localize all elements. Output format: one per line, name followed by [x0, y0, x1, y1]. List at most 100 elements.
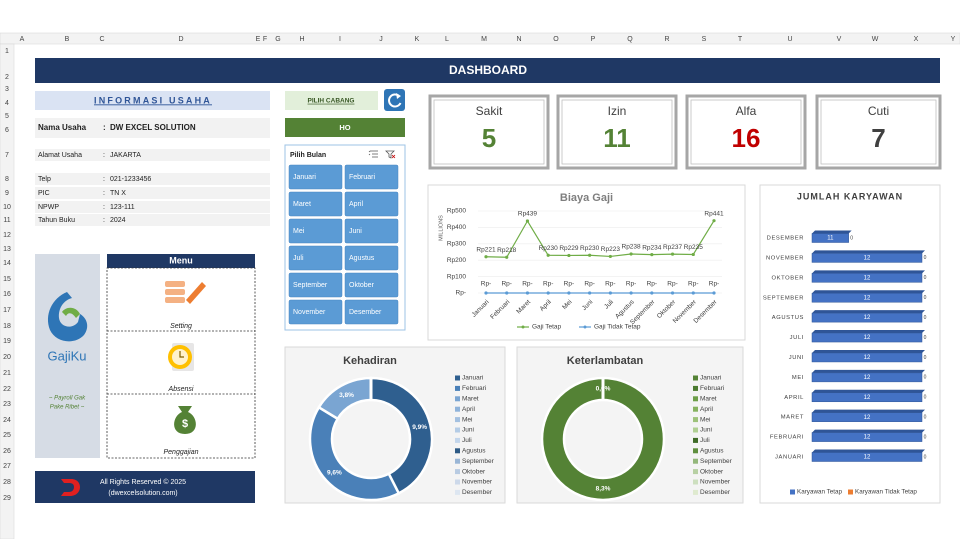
column-header: I — [339, 36, 341, 43]
refresh-bg[interactable] — [384, 89, 405, 111]
data-label: 12 — [864, 435, 871, 441]
slicer-button-label[interactable]: Desember — [349, 309, 382, 316]
slicer-button-label[interactable]: Juli — [293, 255, 304, 262]
y-tick-label: MARET — [781, 415, 804, 421]
legend-swatch — [455, 385, 460, 391]
legend-label: Gaji Tetap — [532, 324, 562, 331]
footer-text: (dwexcelsolution.com) — [108, 490, 177, 497]
slicer-button-label[interactable]: Februari — [349, 174, 376, 181]
slicer-button[interactable] — [344, 218, 399, 244]
slicer-button[interactable] — [288, 164, 343, 190]
menu-item[interactable]: Absensi — [168, 386, 194, 393]
column-header: U — [787, 36, 792, 43]
icon-part[interactable] — [165, 289, 185, 295]
legend-swatch — [455, 469, 460, 475]
sheet-headers: A B C D E F G H I J K L M N O P Q R S T U V W X Y123456789101112… — [3, 36, 956, 502]
card-outer — [428, 94, 550, 170]
slicer-button-label[interactable]: November — [293, 309, 326, 316]
card-value: 5 — [482, 123, 496, 153]
menu-item[interactable]: Penggajian — [163, 449, 198, 456]
slicer-button-label[interactable]: Agustus — [349, 255, 375, 262]
slicer-button[interactable] — [344, 191, 399, 217]
series-line — [485, 219, 715, 258]
slicer-button[interactable] — [288, 272, 343, 298]
legend-swatch — [693, 448, 698, 454]
icon-part[interactable] — [174, 406, 196, 434]
data-label: 12 — [864, 275, 871, 281]
refresh-button[interactable] — [384, 89, 405, 111]
data-label: Rp- — [647, 281, 657, 288]
slicer-button[interactable] — [344, 299, 399, 325]
branch-button[interactable] — [285, 91, 378, 110]
data-label: Rp- — [522, 281, 532, 288]
data-point — [546, 291, 550, 295]
column-header: G — [275, 36, 280, 43]
clear-filter-icon[interactable] — [385, 150, 395, 159]
refresh-arc[interactable] — [388, 93, 402, 108]
y-tick-label: Rp200 — [447, 257, 467, 264]
icon-part[interactable] — [186, 282, 206, 304]
row-header: 17 — [3, 307, 11, 314]
branch-button-label[interactable]: PILIH CABANG — [308, 98, 355, 105]
field-bg — [35, 214, 270, 226]
data-point — [691, 252, 695, 257]
slicer-button-label[interactable]: Januari — [293, 174, 316, 181]
card-label: Izin — [608, 104, 627, 118]
legend-swatch — [455, 396, 460, 402]
data-point — [629, 252, 633, 256]
icon-part[interactable] — [165, 297, 185, 303]
cards: Sakit 5 Izin 11 Alfa 16 Cuti 7 — [428, 94, 942, 170]
data-point — [588, 291, 592, 295]
legend-label: September — [700, 458, 733, 465]
data-label: 0 — [924, 335, 927, 341]
y-tick-label: Rp500 — [447, 208, 467, 215]
slicer-button-label[interactable]: September — [293, 282, 328, 289]
legend-label: Juni — [700, 427, 712, 434]
row-header: 29 — [3, 495, 11, 502]
field-separator: : — [103, 217, 105, 224]
bar-depth — [812, 429, 925, 433]
data-label: 0 — [924, 375, 927, 381]
slicer-button[interactable] — [344, 245, 399, 271]
clear-filter-x[interactable] — [391, 154, 396, 159]
multi-select-icon[interactable] — [368, 150, 378, 158]
icon-part[interactable] — [179, 351, 184, 358]
refresh-arrow[interactable] — [396, 93, 401, 99]
absensi-icon[interactable] — [168, 343, 194, 371]
data-label: Rp- — [688, 281, 698, 288]
row-header: 1 — [5, 48, 9, 55]
slicer-button-label[interactable]: Oktober — [349, 282, 375, 289]
icon-part[interactable] — [165, 281, 185, 287]
legend-label: Februari — [462, 385, 486, 392]
slicer-button-label[interactable]: Juni — [349, 228, 362, 235]
row-header: 10 — [3, 204, 11, 211]
data-point — [608, 254, 612, 259]
footer-logo — [61, 479, 80, 496]
legend-label: Desember — [700, 489, 731, 496]
row-header: 15 — [3, 276, 11, 283]
penggajian-icon[interactable]: $ — [174, 406, 196, 434]
slicer-button[interactable] — [288, 218, 343, 244]
slicer-button[interactable] — [344, 272, 399, 298]
slicer-button[interactable] — [288, 299, 343, 325]
legend-label: Februari — [700, 385, 724, 392]
menu-item[interactable]: Setting — [170, 323, 192, 330]
legend-label: Maret — [462, 396, 479, 403]
slicer-icons[interactable] — [368, 150, 396, 159]
slicer-button-label[interactable]: April — [349, 201, 363, 208]
card-outer — [685, 94, 807, 170]
pie-slice — [369, 376, 434, 496]
icon-part[interactable]: $ — [182, 418, 188, 430]
setting-icon[interactable] — [165, 281, 206, 304]
slicer-button-label[interactable]: Maret — [293, 201, 311, 208]
column-header: C — [99, 36, 104, 43]
slicer-button[interactable] — [288, 191, 343, 217]
data-label: Rp439 — [518, 211, 538, 218]
row-header: 9 — [5, 190, 9, 197]
y-tick-label: SEPTEMBER — [763, 295, 804, 301]
bar-depth — [812, 270, 925, 274]
slicer-button-label[interactable]: Mei — [293, 228, 305, 235]
slicer-button[interactable] — [344, 164, 399, 190]
slicer-button[interactable] — [288, 245, 343, 271]
legend-label: November — [700, 479, 731, 486]
